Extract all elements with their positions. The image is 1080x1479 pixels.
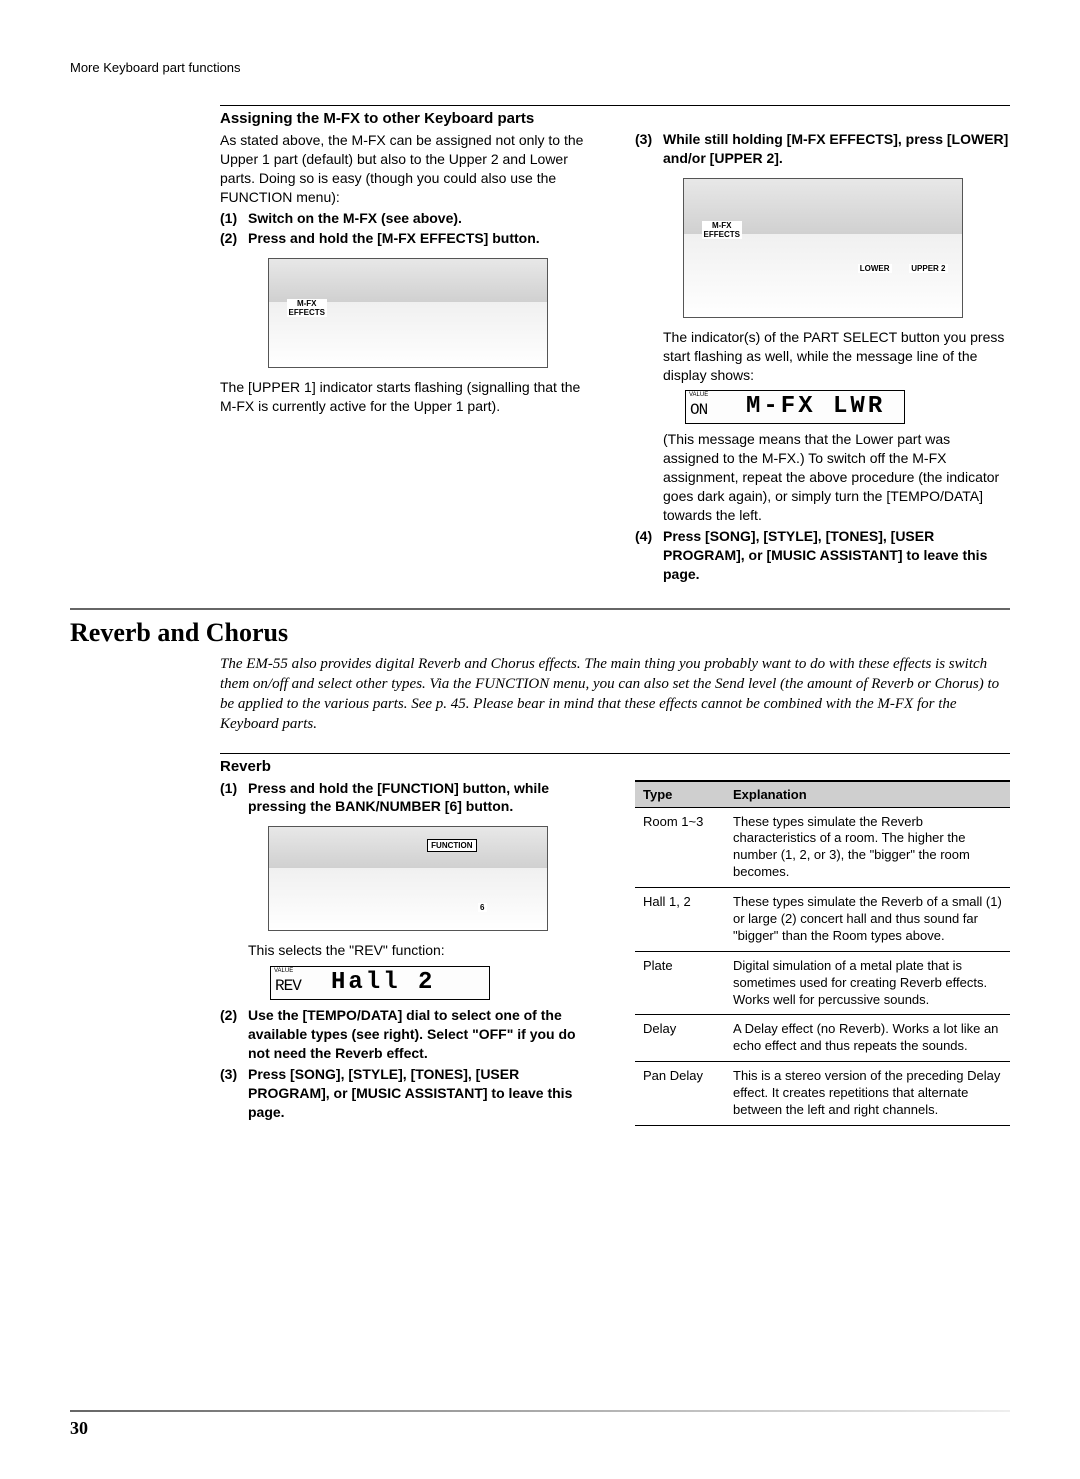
mfx-after-lcd: (This message means that the Lower part … bbox=[663, 430, 1010, 524]
mfx-intro: As stated above, the M-FX can be assigne… bbox=[220, 131, 595, 207]
footer-rule bbox=[70, 1410, 1010, 1412]
step-text: Use the [TEMPO/DATA] dial to select one … bbox=[248, 1006, 595, 1063]
reverb-chorus-intro: The EM-55 also provides digital Reverb a… bbox=[220, 654, 1010, 735]
reverb-types-table: Type Explanation Room 1~3 These types si… bbox=[635, 780, 1010, 1126]
reverb-after-img: This selects the "REV" function: bbox=[248, 941, 595, 960]
kb-label-lower: LOWER bbox=[858, 264, 892, 273]
step-text: Press and hold the [M-FX EFFECTS] button… bbox=[248, 229, 595, 248]
page-number: 30 bbox=[70, 1418, 1010, 1439]
cell-type: Pan Delay bbox=[635, 1062, 725, 1126]
step-text: Press and hold the [FUNCTION] button, wh… bbox=[248, 779, 595, 817]
lcd-left-text: ON bbox=[686, 395, 707, 419]
mfx-step-1: (1) Switch on the M-FX (see above). bbox=[220, 209, 595, 228]
kb-label-mfx: M-FX EFFECTS bbox=[287, 299, 327, 317]
mfx-left-col: Assigning the M-FX to other Keyboard par… bbox=[220, 110, 595, 584]
table-row: Pan Delay This is a stereo version of th… bbox=[635, 1062, 1010, 1126]
reverb-step-2: (2) Use the [TEMPO/DATA] dial to select … bbox=[220, 1006, 595, 1063]
cell-exp: Digital simulation of a metal plate that… bbox=[725, 951, 1010, 1015]
cell-type: Plate bbox=[635, 951, 725, 1015]
cell-type: Hall 1, 2 bbox=[635, 888, 725, 952]
step-num: (1) bbox=[220, 209, 248, 228]
mfx-after-img2: The indicator(s) of the PART SELECT butt… bbox=[663, 328, 1010, 385]
lcd-value-label: VALUE bbox=[689, 392, 708, 398]
kb-label-function: FUNCTION bbox=[427, 839, 476, 852]
rule bbox=[220, 753, 1010, 754]
mfx-after-img1: The [UPPER 1] indicator starts flashing … bbox=[220, 378, 595, 416]
keyboard-image-2: M-FX EFFECTS LOWER UPPER 2 bbox=[683, 178, 963, 318]
lcd-main-text: Hall 2 bbox=[331, 969, 435, 996]
table-header-explanation: Explanation bbox=[725, 781, 1010, 808]
cell-type: Delay bbox=[635, 1015, 725, 1062]
step-num: (1) bbox=[220, 779, 248, 817]
lcd-main-text: M-FX LWR bbox=[746, 393, 885, 420]
reverb-right-col: Type Explanation Room 1~3 These types si… bbox=[635, 758, 1010, 1126]
mfx-title: Assigning the M-FX to other Keyboard par… bbox=[220, 110, 595, 127]
lcd-value-label: VALUE bbox=[274, 968, 293, 974]
cell-exp: This is a stereo version of the precedin… bbox=[725, 1062, 1010, 1126]
page-header: More Keyboard part functions bbox=[70, 60, 1010, 75]
table-row: Delay A Delay effect (no Reverb). Works … bbox=[635, 1015, 1010, 1062]
step-text: Switch on the M-FX (see above). bbox=[248, 209, 595, 228]
section-rule bbox=[70, 608, 1010, 610]
step-num: (3) bbox=[220, 1065, 248, 1122]
reverb-chorus-title: Reverb and Chorus bbox=[70, 618, 1010, 648]
lcd-left-text: REV bbox=[271, 971, 301, 995]
cell-exp: A Delay effect (no Reverb). Works a lot … bbox=[725, 1015, 1010, 1062]
reverb-step-3: (3) Press [SONG], [STYLE], [TONES], [USE… bbox=[220, 1065, 595, 1122]
lcd-display-mfx: VALUE ON M-FX LWR bbox=[685, 390, 905, 424]
step-num: (2) bbox=[220, 229, 248, 248]
mfx-step-3: (3) While still holding [M-FX EFFECTS], … bbox=[635, 130, 1010, 168]
rule bbox=[220, 105, 1010, 106]
step-text: Press [SONG], [STYLE], [TONES], [USER PR… bbox=[663, 527, 1010, 584]
table-row: Plate Digital simulation of a metal plat… bbox=[635, 951, 1010, 1015]
table-row: Hall 1, 2 These types simulate the Rever… bbox=[635, 888, 1010, 952]
cell-exp: These types simulate the Reverb of a sma… bbox=[725, 888, 1010, 952]
mfx-step-4: (4) Press [SONG], [STYLE], [TONES], [USE… bbox=[635, 527, 1010, 584]
keyboard-image-1: M-FX EFFECTS bbox=[268, 258, 548, 368]
mfx-step-2: (2) Press and hold the [M-FX EFFECTS] bu… bbox=[220, 229, 595, 248]
step-text: While still holding [M-FX EFFECTS], pres… bbox=[663, 130, 1010, 168]
step-num: (4) bbox=[635, 527, 663, 584]
mfx-right-col: (3) While still holding [M-FX EFFECTS], … bbox=[635, 110, 1010, 584]
cell-type: Room 1~3 bbox=[635, 807, 725, 888]
kb-label-mfx: M-FX EFFECTS bbox=[702, 221, 742, 239]
step-text: Press [SONG], [STYLE], [TONES], [USER PR… bbox=[248, 1065, 595, 1122]
footer: 30 bbox=[70, 1410, 1010, 1439]
cell-exp: These types simulate the Reverb characte… bbox=[725, 807, 1010, 888]
keyboard-image-3: FUNCTION 6 bbox=[268, 826, 548, 931]
step-num: (2) bbox=[220, 1006, 248, 1063]
step-num: (3) bbox=[635, 130, 663, 168]
kb-label-6: 6 bbox=[478, 903, 486, 912]
table-row: Room 1~3 These types simulate the Reverb… bbox=[635, 807, 1010, 888]
kb-label-upper2: UPPER 2 bbox=[909, 264, 947, 273]
reverb-step-1: (1) Press and hold the [FUNCTION] button… bbox=[220, 779, 595, 817]
reverb-title: Reverb bbox=[220, 758, 595, 775]
lcd-display-reverb: VALUE REV Hall 2 bbox=[270, 966, 490, 1000]
step2-off: OFF bbox=[479, 1026, 507, 1042]
table-header-type: Type bbox=[635, 781, 725, 808]
reverb-left-col: Reverb (1) Press and hold the [FUNCTION]… bbox=[220, 758, 595, 1126]
